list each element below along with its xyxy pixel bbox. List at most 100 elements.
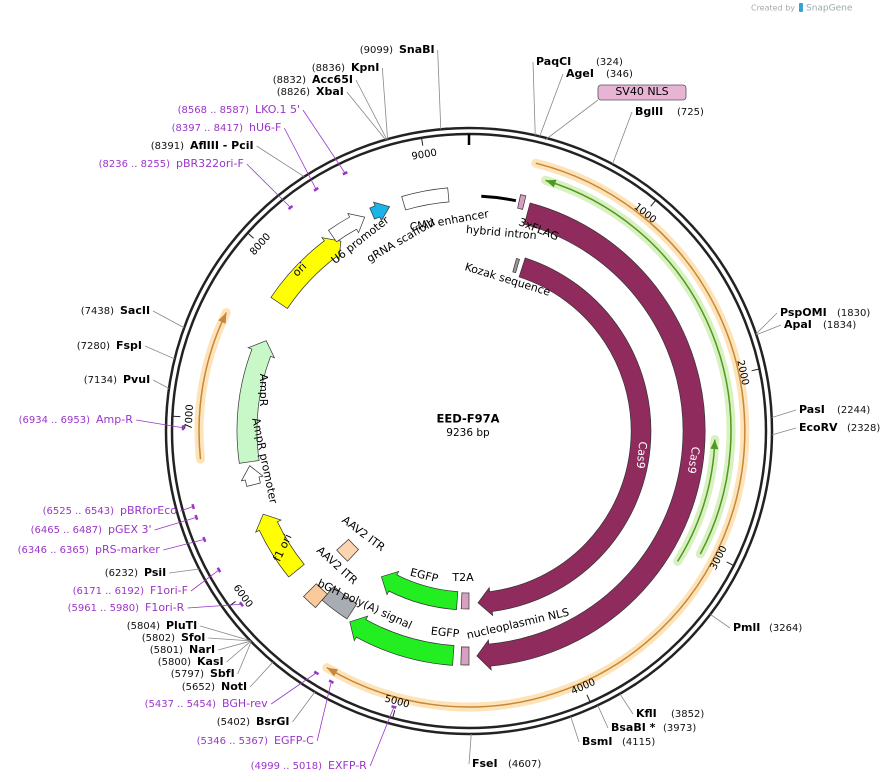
primer-mark <box>313 670 320 676</box>
primer-mark <box>391 705 397 709</box>
site-leader <box>756 324 782 336</box>
ruler-label: 8000 <box>248 231 273 257</box>
annotation-arc <box>545 179 732 555</box>
site-position: (5402) <box>217 717 250 728</box>
site-position: (3973) <box>663 723 696 734</box>
primer-range: (8397 .. 8417) <box>172 123 244 134</box>
backbone-outer <box>164 126 774 736</box>
site-leader <box>771 409 797 418</box>
ruler-label: 9000 <box>411 148 438 163</box>
site-name: PsiI <box>144 566 166 579</box>
site-name: SbfI <box>210 667 235 680</box>
site-position: (4115) <box>622 737 655 748</box>
feature-label: AmpR <box>257 374 270 407</box>
feature <box>349 615 455 666</box>
site-leader <box>468 733 472 765</box>
site-name: BsmI <box>582 735 613 748</box>
primer-name: pRS-marker <box>95 543 160 556</box>
site-leader <box>169 568 200 574</box>
site-position: (3852) <box>671 709 704 720</box>
site-position: (7438) <box>81 306 114 317</box>
site-name: KasI <box>197 655 224 668</box>
site-name: PmlI <box>733 621 760 634</box>
primer-mark <box>202 536 207 543</box>
site-name: KpnI <box>351 61 379 74</box>
feature <box>328 212 366 243</box>
feature <box>369 201 391 222</box>
primer-leader <box>187 603 242 609</box>
site-name: Acc65I <box>312 73 353 86</box>
site-position: (8826) <box>277 87 310 98</box>
feature-label: SV40 NLS <box>615 85 668 98</box>
primer-mark <box>238 601 244 607</box>
site-leader <box>256 145 305 178</box>
primer-leader <box>136 419 184 429</box>
primer-range: (8568 .. 8587) <box>178 105 250 116</box>
primer-leader <box>190 569 220 592</box>
primer-name: pBR322ori-F <box>176 157 244 170</box>
site-name: KflI <box>636 707 657 720</box>
primer-name: EXFP-R <box>328 759 367 772</box>
primer-mark <box>342 171 348 176</box>
primer-leader <box>154 516 197 531</box>
site-position: (2328) <box>847 423 880 434</box>
site-name: FseI <box>472 757 498 770</box>
primer-name: LKO.1 5' <box>255 103 300 116</box>
site-name: PspOMI <box>780 306 827 319</box>
primer-leader <box>316 681 332 742</box>
site-leader <box>208 637 251 642</box>
site-leader <box>292 691 316 723</box>
site-position: (9099) <box>360 45 393 56</box>
feature <box>477 257 652 617</box>
site-name: NotI <box>221 680 247 693</box>
feature-leader <box>544 99 599 141</box>
primer-name: F1ori-R <box>145 601 185 614</box>
site-position: (5801) <box>150 645 183 656</box>
feature <box>481 194 517 203</box>
feature <box>517 194 527 210</box>
ruler-tick <box>726 561 735 566</box>
feature <box>512 257 520 274</box>
site-name: SfoI <box>181 631 205 644</box>
feature <box>401 187 450 211</box>
feature-label: T2A <box>451 571 474 584</box>
site-name: PluTI <box>166 619 197 632</box>
site-position: (8836) <box>312 63 345 74</box>
primer-mark <box>191 503 196 510</box>
primer-name: pBRforEco <box>120 504 177 517</box>
site-name: SacII <box>120 304 150 317</box>
site-name: FspI <box>116 339 142 352</box>
primer-name: hU6-F <box>249 121 281 134</box>
site-leader <box>597 705 609 729</box>
site-position: (6232) <box>105 568 138 579</box>
site-position: (5797) <box>171 669 204 680</box>
site-position: (7134) <box>84 375 117 386</box>
primer-name: F1ori-F <box>150 584 188 597</box>
site-position: (5800) <box>158 657 191 668</box>
primer-mark <box>194 514 199 521</box>
primer-leader <box>270 672 317 705</box>
site-position: (346) <box>606 69 633 80</box>
site-leader <box>710 613 731 629</box>
site-name: SnaBI <box>399 43 435 56</box>
site-name: EcoRV <box>799 421 838 434</box>
site-leader <box>755 312 778 335</box>
primer-range: (6525 .. 6543) <box>43 506 115 517</box>
primer-leader <box>180 506 194 512</box>
site-position: (1830) <box>837 308 870 319</box>
ruler-label: 2000 <box>734 359 750 386</box>
site-position: (1834) <box>823 320 856 331</box>
ruler-label: 7000 <box>184 404 196 430</box>
site-leader <box>226 640 252 663</box>
site-leader <box>619 693 634 715</box>
primer-range: (4999 .. 5018) <box>251 761 323 772</box>
site-position: (5804) <box>127 621 160 632</box>
feature-label: EGFP <box>430 625 460 641</box>
site-name: BsrGI <box>256 715 289 728</box>
primer-leader <box>246 163 291 208</box>
site-name: ApaI <box>784 318 812 331</box>
feature <box>321 586 358 620</box>
ruler-tick <box>586 694 591 703</box>
ruler-tick <box>751 368 760 372</box>
